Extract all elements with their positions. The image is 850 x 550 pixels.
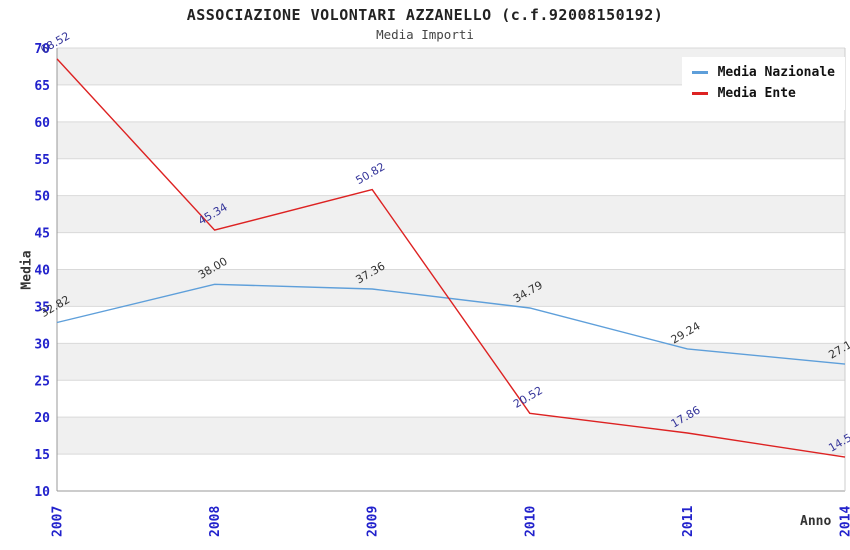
legend-line-marker-red (691, 92, 708, 95)
legend-item-media-nazionale: Media Nazionale (691, 62, 835, 83)
x-axis-title: Anno (800, 514, 832, 529)
y-tick-label: 15 (34, 448, 50, 463)
y-tick-label: 25 (34, 374, 50, 389)
plot-band (57, 417, 845, 455)
x-tick-label: 2014 (839, 506, 850, 537)
legend: Media Nazionale Media Ente (681, 57, 845, 110)
y-tick-label: 70 (34, 42, 50, 57)
x-tick-label: 2008 (208, 506, 223, 537)
x-tick-label: 2011 (681, 506, 696, 537)
legend-line-marker-blue (691, 71, 708, 74)
series-line-media-ente (56, 58, 846, 458)
plot-band (57, 380, 845, 418)
legend-label: Media Nazionale (717, 65, 835, 80)
plot-band (57, 232, 845, 270)
y-tick-label: 30 (34, 337, 50, 352)
plot-band (57, 343, 845, 381)
y-tick-label: 45 (34, 227, 50, 242)
x-tick-label: 2009 (366, 506, 381, 537)
x-tick-label: 2007 (51, 506, 66, 537)
chart-subtitle: Media Importi (376, 27, 474, 42)
y-tick-label: 10 (34, 485, 50, 500)
y-tick-label: 65 (34, 79, 50, 94)
x-tick-label: 2010 (523, 506, 538, 537)
plot-band (57, 121, 845, 159)
legend-item-media-ente: Media Ente (691, 83, 835, 104)
chart-title: ASSOCIAZIONE VOLONTARI AZZANELLO (c.f.92… (186, 6, 664, 24)
plot-band (57, 306, 845, 344)
series-line-media-nazionale (56, 283, 846, 365)
plot-band (57, 195, 845, 233)
y-axis-title: Media (19, 250, 35, 290)
y-tick-label: 35 (34, 300, 50, 315)
y-tick-label: 40 (34, 264, 50, 279)
y-tick-label: 55 (34, 153, 50, 168)
plot-band (57, 158, 845, 196)
plot-band (57, 454, 845, 491)
y-tick-label: 60 (34, 116, 50, 131)
legend-label: Media Ente (717, 86, 796, 101)
y-tick-label: 50 (34, 190, 50, 205)
y-tick-label: 20 (34, 411, 50, 426)
